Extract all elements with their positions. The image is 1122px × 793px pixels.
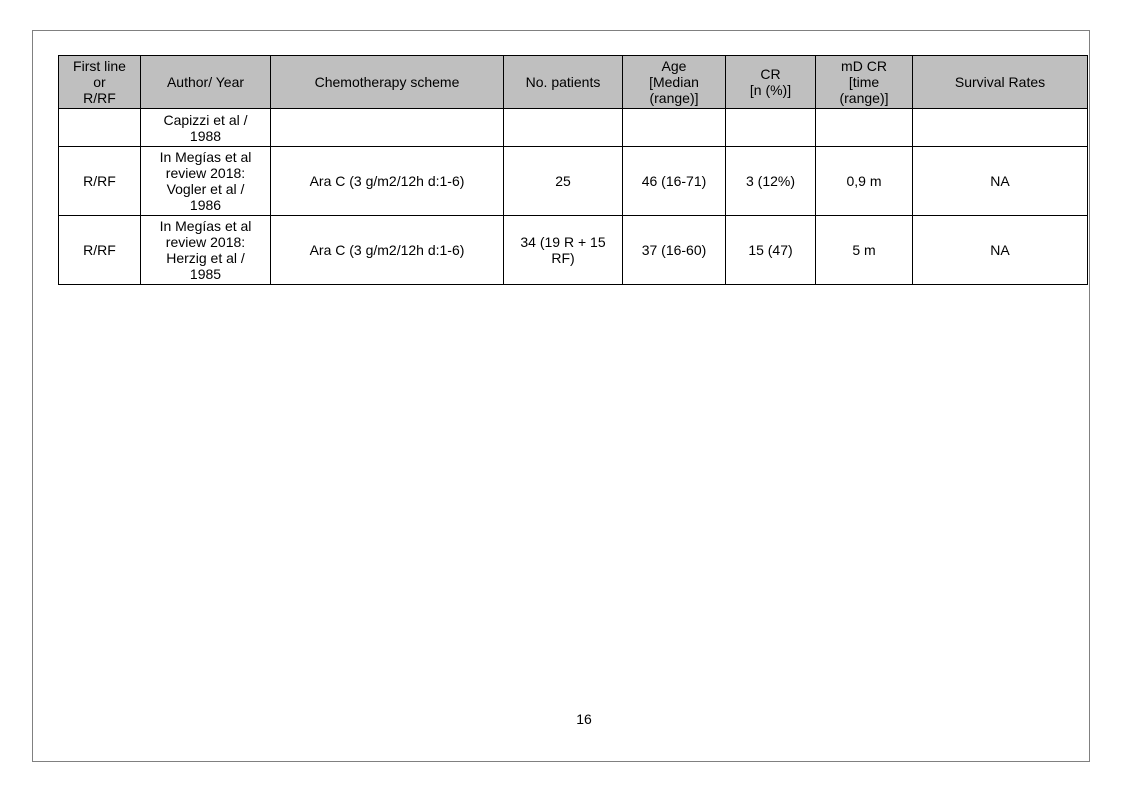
table-cell-patients: 25 <box>503 146 623 216</box>
col-header-chemotherapy-scheme: Chemotherapy scheme <box>270 55 504 109</box>
table-cell-age: 37 (16-60) <box>622 215 726 285</box>
table-cell-survival <box>912 108 1088 147</box>
table-cell-author: In Megías et al review 2018: Herzig et a… <box>140 215 271 285</box>
col-header-first-line-or-rrf: First line or R/RF <box>58 55 141 109</box>
col-header-author-year: Author/ Year <box>140 55 271 109</box>
table-cell-firstline: R/RF <box>58 146 141 216</box>
table-header-row: First line or R/RF Author/ Year Chemothe… <box>58 55 1088 109</box>
col-header-survival-rates: Survival Rates <box>912 55 1088 109</box>
table-cell-author: In Megías et al review 2018: Vogler et a… <box>140 146 271 216</box>
table-row: Capizzi et al / 1988 <box>58 108 1088 147</box>
document-page: First line or R/RF Author/ Year Chemothe… <box>32 30 1090 762</box>
table-cell-patients <box>503 108 623 147</box>
col-header-age-median-range: Age [Median (range)] <box>622 55 726 109</box>
table-cell-scheme: Ara C (3 g/m2/12h d:1-6) <box>270 215 504 285</box>
table-cell-patients: 34 (19 R + 15 RF) <box>503 215 623 285</box>
table-cell-author: Capizzi et al / 1988 <box>140 108 271 147</box>
table-cell-cr <box>725 108 816 147</box>
table-cell-survival: NA <box>912 215 1088 285</box>
table-cell-scheme <box>270 108 504 147</box>
table-cell-cr: 15 (47) <box>725 215 816 285</box>
study-results-table: First line or R/RF Author/ Year Chemothe… <box>58 55 1088 285</box>
col-header-md-cr-time-range: mD CR [time (range)] <box>815 55 913 109</box>
table-cell-cr: 3 (12%) <box>725 146 816 216</box>
table-cell-survival: NA <box>912 146 1088 216</box>
table-row: R/RF In Megías et al review 2018: Herzig… <box>58 215 1088 285</box>
table-cell-mdcr <box>815 108 913 147</box>
table-cell-age <box>622 108 726 147</box>
col-header-no-patients: No. patients <box>503 55 623 109</box>
table-cell-mdcr: 0,9 m <box>815 146 913 216</box>
table-cell-firstline <box>58 108 141 147</box>
table-cell-age: 46 (16-71) <box>622 146 726 216</box>
table-cell-scheme: Ara C (3 g/m2/12h d:1-6) <box>270 146 504 216</box>
col-header-cr-n-percent: CR [n (%)] <box>725 55 816 109</box>
table-cell-firstline: R/RF <box>58 215 141 285</box>
table-cell-mdcr: 5 m <box>815 215 913 285</box>
table-row: R/RF In Megías et al review 2018: Vogler… <box>58 146 1088 216</box>
page-number: 16 <box>576 711 592 727</box>
